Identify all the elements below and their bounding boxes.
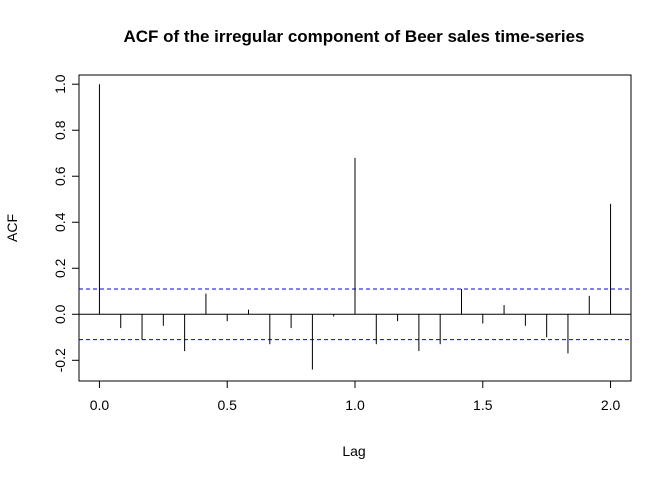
x-axis-label: Lag <box>342 443 365 459</box>
y-tick-label: 0.0 <box>52 304 68 324</box>
y-tick-label: -0.2 <box>52 348 68 372</box>
x-tick-label: 1.0 <box>345 397 365 413</box>
x-tick-label: 2.0 <box>601 397 621 413</box>
y-tick-label: 0.4 <box>52 212 68 232</box>
acf-bars <box>98 84 612 370</box>
x-tick-label: 0.0 <box>90 397 110 413</box>
y-axis-label: ACF <box>4 214 20 242</box>
y-tick-label: 0.6 <box>52 166 68 186</box>
y-axis: -0.2 0.0 0.2 0.4 0.6 0.8 1.0 <box>52 74 80 372</box>
y-tick-label: 0.8 <box>52 120 68 140</box>
chart-title: ACF of the irregular component of Beer s… <box>123 27 584 46</box>
y-tick-label: 0.2 <box>52 258 68 278</box>
x-tick-label: 0.5 <box>217 397 237 413</box>
x-tick-label: 1.5 <box>473 397 493 413</box>
y-tick-label: 1.0 <box>52 74 68 94</box>
x-axis: 0.0 0.5 1.0 1.5 2.0 <box>90 380 621 413</box>
